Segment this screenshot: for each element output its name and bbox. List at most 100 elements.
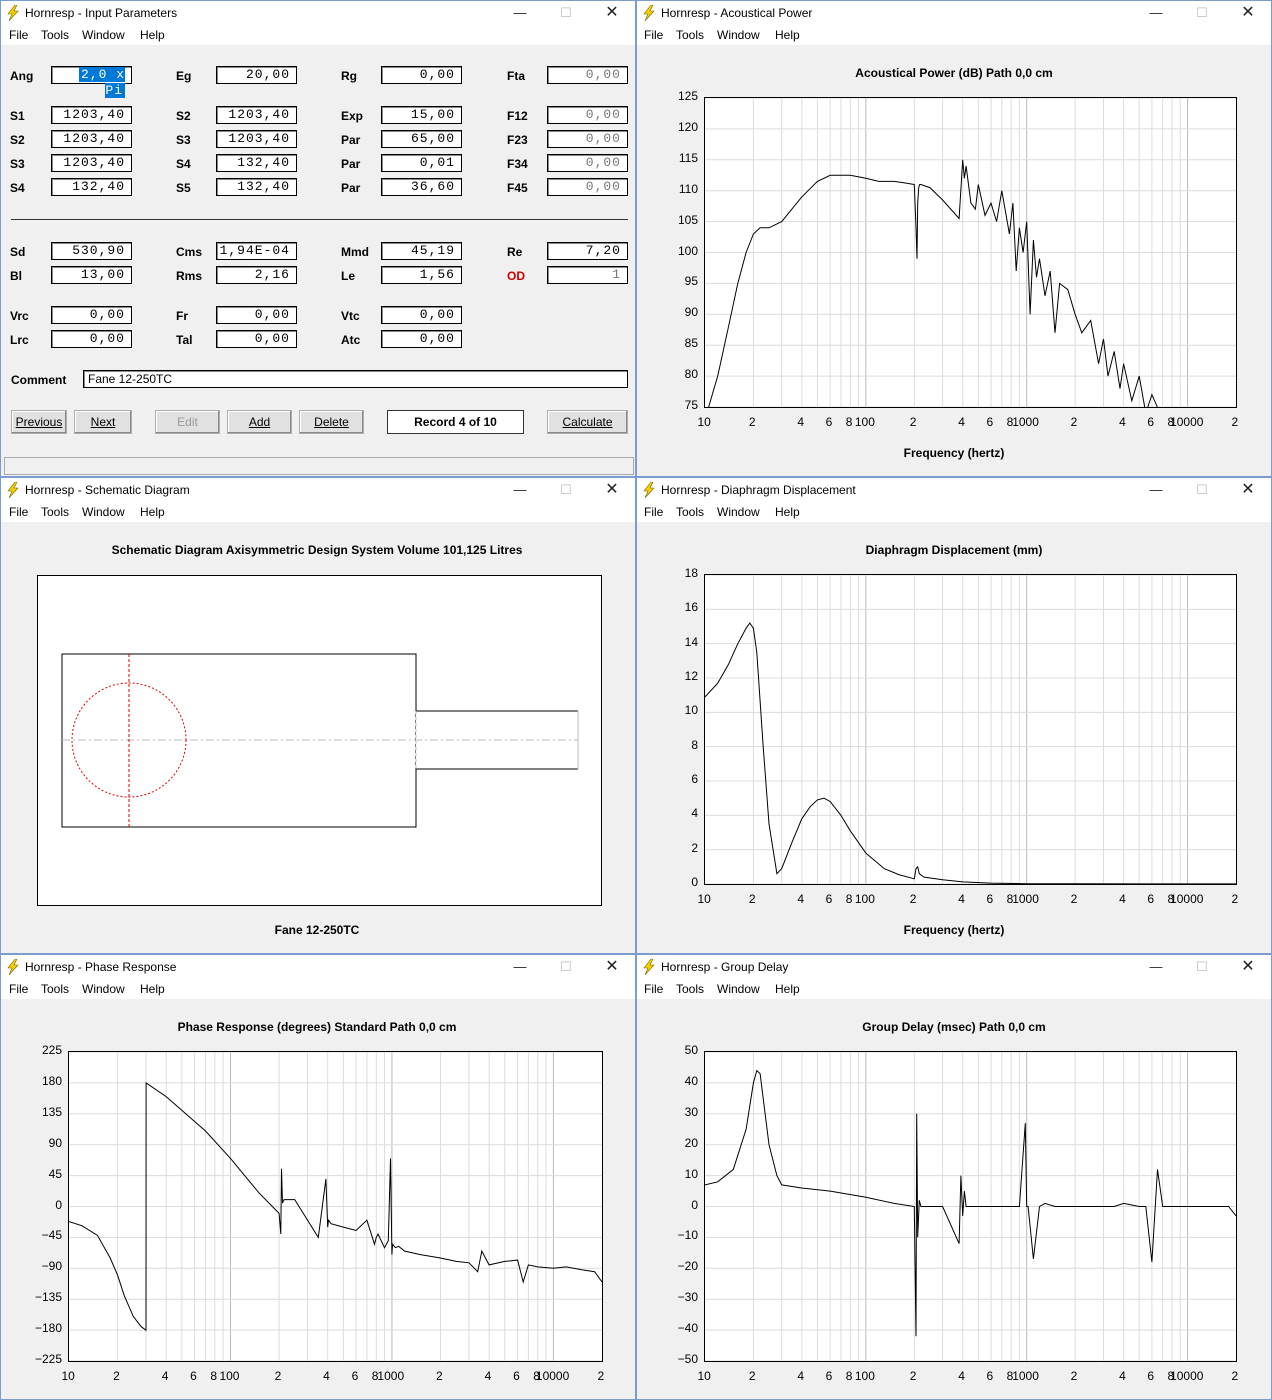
param-field[interactable]: 15,00 (381, 106, 462, 124)
param-field[interactable]: 1,94E-04 (216, 242, 297, 260)
schematic-canvas (37, 575, 602, 906)
param-field[interactable]: 13,00 (51, 266, 132, 284)
menu-help[interactable]: Help (140, 982, 165, 996)
calculate-button[interactable]: Calculate (547, 410, 628, 434)
title-bar[interactable]: Hornresp - Input Parameters — ☐ ✕ (1, 1, 635, 25)
param-field[interactable]: 0,01 (381, 154, 462, 172)
chart-area: Phase Response (degrees) Standard Path 0… (1, 999, 635, 1399)
schematic-window: Hornresp - Schematic Diagram — ☐ ✕ File … (0, 477, 636, 954)
param-field[interactable]: 0,00 (547, 106, 628, 124)
param-field[interactable]: 65,00 (381, 130, 462, 148)
maximize-icon[interactable]: ☐ (560, 482, 572, 497)
delete-button[interactable]: Delete (299, 410, 364, 434)
param-field[interactable]: 0,00 (547, 154, 628, 172)
param-field[interactable]: 132,40 (216, 178, 297, 196)
menu-window[interactable]: Window (717, 505, 760, 519)
menu-help[interactable]: Help (775, 505, 800, 519)
param-field[interactable]: 1203,40 (216, 106, 297, 124)
menu-window[interactable]: Window (82, 28, 125, 42)
menu-file[interactable]: File (9, 505, 29, 519)
param-field[interactable]: 45,19 (381, 242, 462, 260)
param-field[interactable]: 20,00 (216, 66, 297, 84)
close-icon[interactable]: ✕ (1241, 4, 1255, 21)
menu-window[interactable]: Window (717, 28, 760, 42)
close-icon[interactable]: ✕ (605, 4, 619, 21)
y-tick-label: 12 (684, 669, 698, 683)
param-field[interactable]: 2,16 (216, 266, 297, 284)
menu-tools[interactable]: Tools (676, 505, 705, 519)
param-field[interactable]: 0,00 (381, 330, 462, 348)
minimize-icon[interactable]: — (513, 959, 527, 974)
x-tick-label: 2 (909, 892, 917, 906)
param-field[interactable]: 0,00 (381, 306, 462, 324)
menu-file[interactable]: File (644, 982, 664, 996)
title-bar[interactable]: Hornresp - Diaphragm Displacement — ☐ ✕ (637, 478, 1271, 502)
param-label: Vrc (10, 309, 29, 323)
param-field[interactable]: 7,20 (547, 242, 628, 260)
param-field[interactable]: 0,00 (547, 66, 628, 84)
close-icon[interactable]: ✕ (605, 481, 619, 498)
param-field[interactable]: 0,00 (216, 330, 297, 348)
maximize-icon[interactable]: ☐ (1196, 5, 1208, 20)
param-field[interactable]: 1,56 (381, 266, 462, 284)
x-tick-label: 4 (958, 892, 965, 906)
param-field[interactable]: 1203,40 (51, 130, 132, 148)
menu-tools[interactable]: Tools (676, 982, 705, 996)
param-field[interactable]: 2,0 x Pi (51, 66, 132, 98)
menu-window[interactable]: Window (717, 982, 760, 996)
param-field[interactable]: 0,00 (51, 306, 132, 324)
minimize-icon[interactable]: — (1149, 5, 1163, 20)
chart-svg (705, 1052, 1236, 1361)
menu-file[interactable]: File (644, 28, 664, 42)
next-button[interactable]: Next (74, 410, 132, 434)
close-icon[interactable]: ✕ (1241, 958, 1255, 975)
param-field[interactable]: 0,00 (547, 178, 628, 196)
close-icon[interactable]: ✕ (1241, 481, 1255, 498)
menu-file[interactable]: File (9, 28, 29, 42)
param-field[interactable]: 0,00 (381, 66, 462, 84)
maximize-icon[interactable]: ☐ (560, 959, 572, 974)
param-label: F45 (507, 181, 528, 195)
menu-help[interactable]: Help (775, 28, 800, 42)
menu-tools[interactable]: Tools (41, 982, 70, 996)
maximize-icon[interactable]: ☐ (1196, 482, 1208, 497)
add-button[interactable]: Add (227, 410, 292, 434)
menu-help[interactable]: Help (140, 28, 165, 42)
menu-help[interactable]: Help (775, 982, 800, 996)
menu-tools[interactable]: Tools (676, 28, 705, 42)
menu-file[interactable]: File (644, 505, 664, 519)
maximize-icon[interactable]: ☐ (1196, 959, 1208, 974)
param-field[interactable]: 132,40 (51, 178, 132, 196)
param-field[interactable]: 0,00 (51, 330, 132, 348)
menu-window[interactable]: Window (82, 505, 125, 519)
param-field[interactable]: 1203,40 (51, 154, 132, 172)
previous-button[interactable]: Previous (11, 410, 67, 434)
menu-help[interactable]: Help (140, 505, 165, 519)
menu-file[interactable]: File (9, 982, 29, 996)
title-bar[interactable]: Hornresp - Phase Response — ☐ ✕ (1, 955, 635, 979)
param-field[interactable]: 36,60 (381, 178, 462, 196)
title-bar[interactable]: Hornresp - Group Delay — ☐ ✕ (637, 955, 1271, 979)
param-field[interactable]: 132,40 (216, 154, 297, 172)
maximize-icon[interactable]: ☐ (560, 5, 572, 20)
param-field[interactable]: 530,90 (51, 242, 132, 260)
x-tick-label: 6 (190, 1369, 197, 1383)
minimize-icon[interactable]: — (1149, 959, 1163, 974)
param-field[interactable]: 1203,40 (216, 130, 297, 148)
param-field[interactable]: 0,00 (547, 130, 628, 148)
x-tick-label: 8 (845, 1369, 853, 1383)
title-bar[interactable]: Hornresp - Schematic Diagram — ☐ ✕ (1, 478, 635, 502)
menu-window[interactable]: Window (82, 982, 125, 996)
param-value: 0,00 (585, 155, 621, 170)
minimize-icon[interactable]: — (513, 482, 527, 497)
title-bar[interactable]: Hornresp - Acoustical Power — ☐ ✕ (637, 1, 1271, 25)
minimize-icon[interactable]: — (1149, 482, 1163, 497)
minimize-icon[interactable]: — (513, 5, 527, 20)
param-field[interactable]: 0,00 (216, 306, 297, 324)
comment-field[interactable]: Fane 12-250TC (83, 370, 628, 388)
menu-tools[interactable]: Tools (41, 28, 70, 42)
close-icon[interactable]: ✕ (605, 958, 619, 975)
param-field[interactable]: 1203,40 (51, 106, 132, 124)
menu-tools[interactable]: Tools (41, 505, 70, 519)
param-field[interactable]: 1 (547, 266, 628, 284)
